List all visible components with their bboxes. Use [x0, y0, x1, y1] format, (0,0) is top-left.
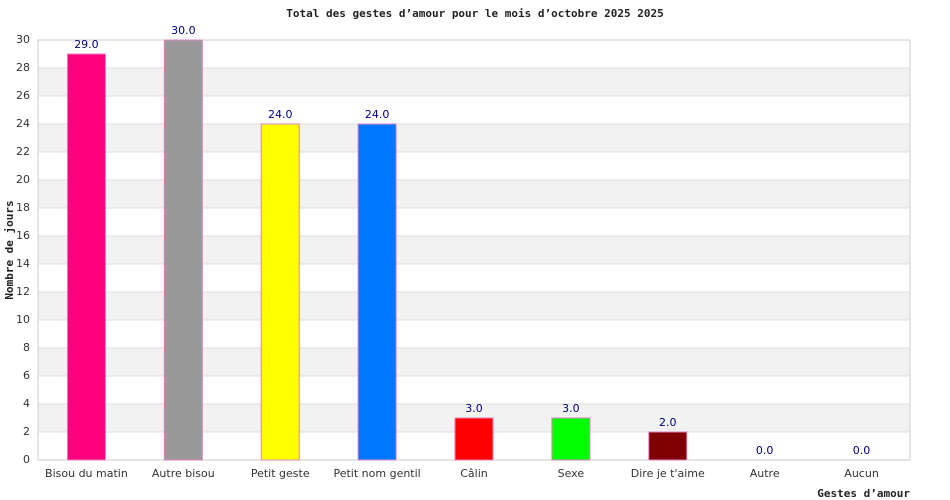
bar: [357, 123, 397, 461]
y-tick-label: 26: [16, 89, 30, 102]
y-tick-label: 2: [23, 425, 30, 438]
bar: [260, 123, 300, 461]
y-tick-label: 28: [16, 61, 30, 74]
x-tick-label: Sexe: [558, 467, 585, 480]
x-tick-label: Petit geste: [251, 467, 310, 480]
y-tick-label: 14: [16, 257, 30, 270]
value-label: 30.0: [171, 24, 196, 37]
value-label: 0.0: [853, 444, 871, 457]
y-tick-label: 24: [16, 117, 30, 130]
value-label: 24.0: [268, 108, 293, 121]
y-tick-label: 10: [16, 313, 30, 326]
y-tick-label: 0: [23, 453, 30, 466]
x-axis-title: Gestes d’amour: [817, 487, 910, 500]
bar: [66, 53, 106, 461]
value-label: 2.0: [659, 416, 677, 429]
y-tick-label: 6: [23, 369, 30, 382]
bar: [163, 39, 203, 461]
bar: [648, 431, 688, 461]
x-tick-label: Dire je t'aime: [631, 467, 705, 480]
value-label: 0.0: [756, 444, 774, 457]
y-tick-label: 20: [16, 173, 30, 186]
y-tick-label: 4: [23, 397, 30, 410]
value-label: 3.0: [465, 402, 483, 415]
chart-title: Total des gestes d’amour pour le mois d’…: [286, 7, 664, 20]
value-label: 24.0: [365, 108, 390, 121]
x-tick-label: Autre: [750, 467, 780, 480]
y-tick-label: 16: [16, 229, 30, 242]
y-tick-label: 8: [23, 341, 30, 354]
y-axis-title: Nombre de jours: [3, 200, 16, 299]
x-tick-label: Câlin: [460, 467, 488, 480]
y-tick-label: 18: [16, 201, 30, 214]
bar: [454, 417, 494, 461]
value-label: 3.0: [562, 402, 580, 415]
y-tick-label: 30: [16, 33, 30, 46]
bar: [551, 417, 591, 461]
x-tick-label: Petit nom gentil: [333, 467, 420, 480]
value-label: 29.0: [74, 38, 99, 51]
x-tick-label: Autre bisou: [152, 467, 215, 480]
y-tick-label: 12: [16, 285, 30, 298]
x-tick-label: Aucun: [844, 467, 879, 480]
y-tick-label: 22: [16, 145, 30, 158]
x-tick-label: Bisou du matin: [45, 467, 128, 480]
